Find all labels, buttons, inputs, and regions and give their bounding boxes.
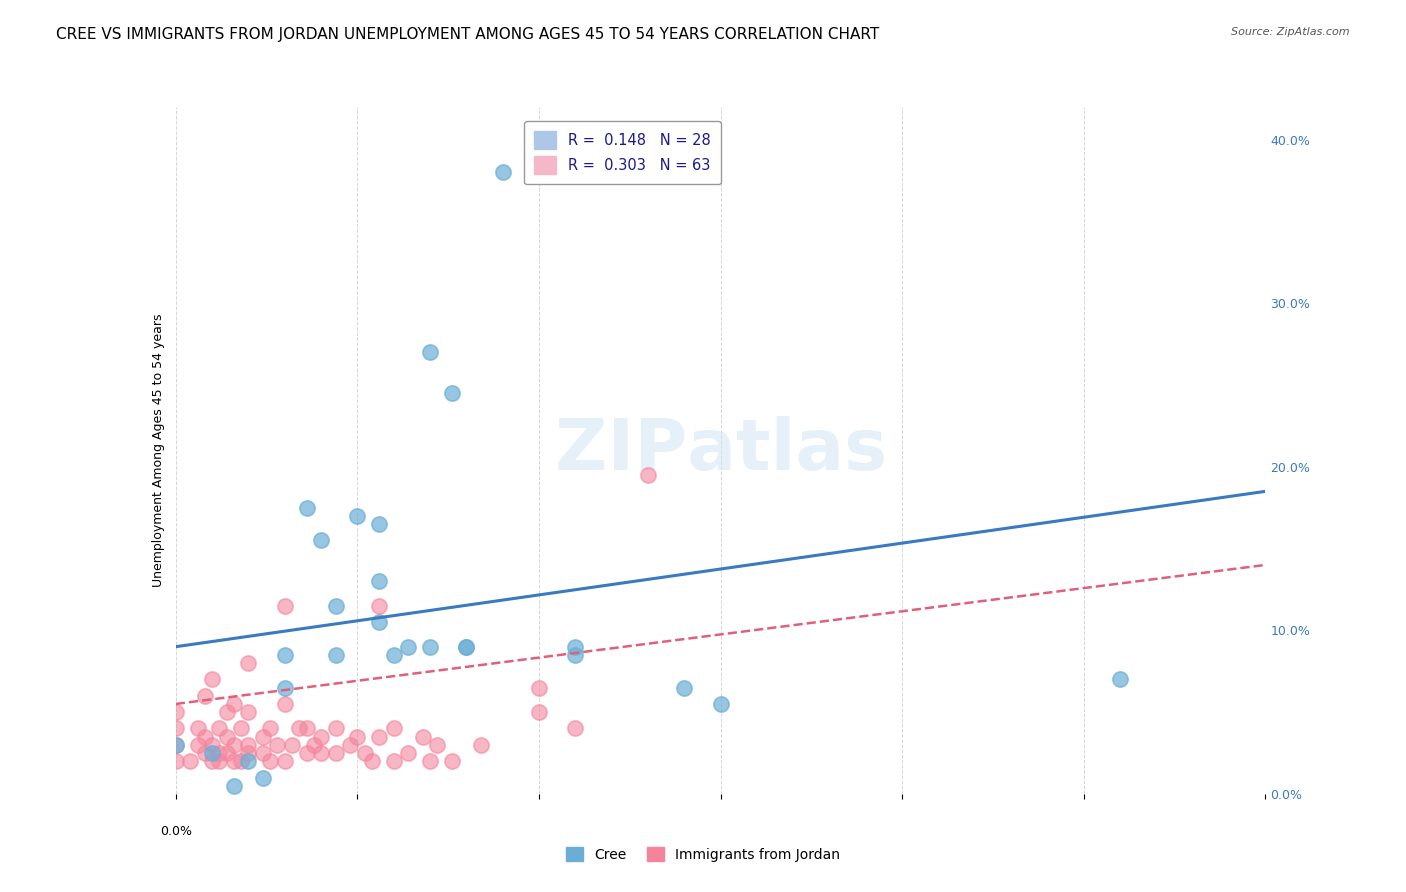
Point	[186, 722, 209, 736]
Text: Source: ZipAtlas.com: Source: ZipAtlas.com	[1232, 27, 1350, 37]
Point	[396, 746, 419, 760]
Point	[564, 722, 586, 736]
Point	[309, 533, 332, 548]
Point	[222, 754, 245, 768]
Point	[353, 746, 375, 760]
Point	[274, 681, 297, 695]
Point	[382, 722, 405, 736]
Point	[360, 754, 382, 768]
Point	[165, 738, 187, 752]
Point	[238, 746, 260, 760]
Legend: Cree, Immigrants from Jordan: Cree, Immigrants from Jordan	[561, 841, 845, 867]
Point	[215, 705, 238, 719]
Point	[295, 500, 318, 515]
Point	[710, 697, 733, 711]
Point	[274, 648, 297, 662]
Point	[295, 746, 318, 760]
Point	[208, 722, 231, 736]
Point	[419, 754, 441, 768]
Point	[368, 574, 391, 589]
Point	[231, 754, 253, 768]
Point	[274, 599, 297, 613]
Point	[325, 746, 347, 760]
Point	[368, 615, 391, 630]
Point	[165, 705, 187, 719]
Point	[456, 640, 478, 654]
Point	[492, 165, 515, 179]
Point	[325, 599, 347, 613]
Point	[440, 754, 463, 768]
Point	[382, 754, 405, 768]
Point	[222, 697, 245, 711]
Point	[179, 754, 201, 768]
Point	[186, 738, 209, 752]
Point	[201, 754, 224, 768]
Point	[194, 746, 217, 760]
Point	[440, 386, 463, 401]
Point	[165, 754, 187, 768]
Point	[564, 640, 586, 654]
Point	[194, 689, 217, 703]
Point	[527, 705, 550, 719]
Point	[368, 730, 391, 744]
Point	[266, 738, 288, 752]
Point	[1109, 673, 1132, 687]
Point	[222, 738, 245, 752]
Y-axis label: Unemployment Among Ages 45 to 54 years: Unemployment Among Ages 45 to 54 years	[152, 314, 165, 587]
Point	[368, 599, 391, 613]
Point	[238, 738, 260, 752]
Text: 0.0%: 0.0%	[160, 825, 191, 838]
Point	[470, 738, 492, 752]
Point	[222, 779, 245, 793]
Point	[325, 648, 347, 662]
Point	[215, 746, 238, 760]
Point	[165, 738, 187, 752]
Point	[309, 730, 332, 744]
Point	[419, 345, 441, 359]
Point	[208, 754, 231, 768]
Point	[412, 730, 434, 744]
Point	[339, 738, 361, 752]
Point	[295, 722, 318, 736]
Point	[456, 640, 478, 654]
Point	[426, 738, 449, 752]
Point	[309, 746, 332, 760]
Legend: R =  0.148   N = 28, R =  0.303   N = 63: R = 0.148 N = 28, R = 0.303 N = 63	[524, 121, 721, 185]
Point	[252, 771, 274, 785]
Point	[346, 730, 368, 744]
Point	[238, 705, 260, 719]
Point	[302, 738, 325, 752]
Point	[252, 746, 274, 760]
Point	[194, 730, 217, 744]
Point	[564, 648, 586, 662]
Point	[527, 681, 550, 695]
Point	[208, 746, 231, 760]
Point	[201, 738, 224, 752]
Point	[215, 730, 238, 744]
Point	[673, 681, 696, 695]
Point	[259, 754, 281, 768]
Point	[368, 516, 391, 531]
Point	[165, 722, 187, 736]
Point	[288, 722, 311, 736]
Point	[281, 738, 304, 752]
Point	[346, 508, 368, 523]
Point	[252, 730, 274, 744]
Point	[259, 722, 281, 736]
Text: CREE VS IMMIGRANTS FROM JORDAN UNEMPLOYMENT AMONG AGES 45 TO 54 YEARS CORRELATIO: CREE VS IMMIGRANTS FROM JORDAN UNEMPLOYM…	[56, 27, 880, 42]
Point	[238, 754, 260, 768]
Point	[231, 722, 253, 736]
Point	[274, 754, 297, 768]
Point	[382, 648, 405, 662]
Point	[419, 640, 441, 654]
Point	[201, 673, 224, 687]
Point	[274, 697, 297, 711]
Point	[396, 640, 419, 654]
Point	[325, 722, 347, 736]
Point	[637, 467, 659, 482]
Point	[238, 656, 260, 670]
Text: ZIP​atlas: ZIP​atlas	[554, 416, 887, 485]
Point	[201, 746, 224, 760]
